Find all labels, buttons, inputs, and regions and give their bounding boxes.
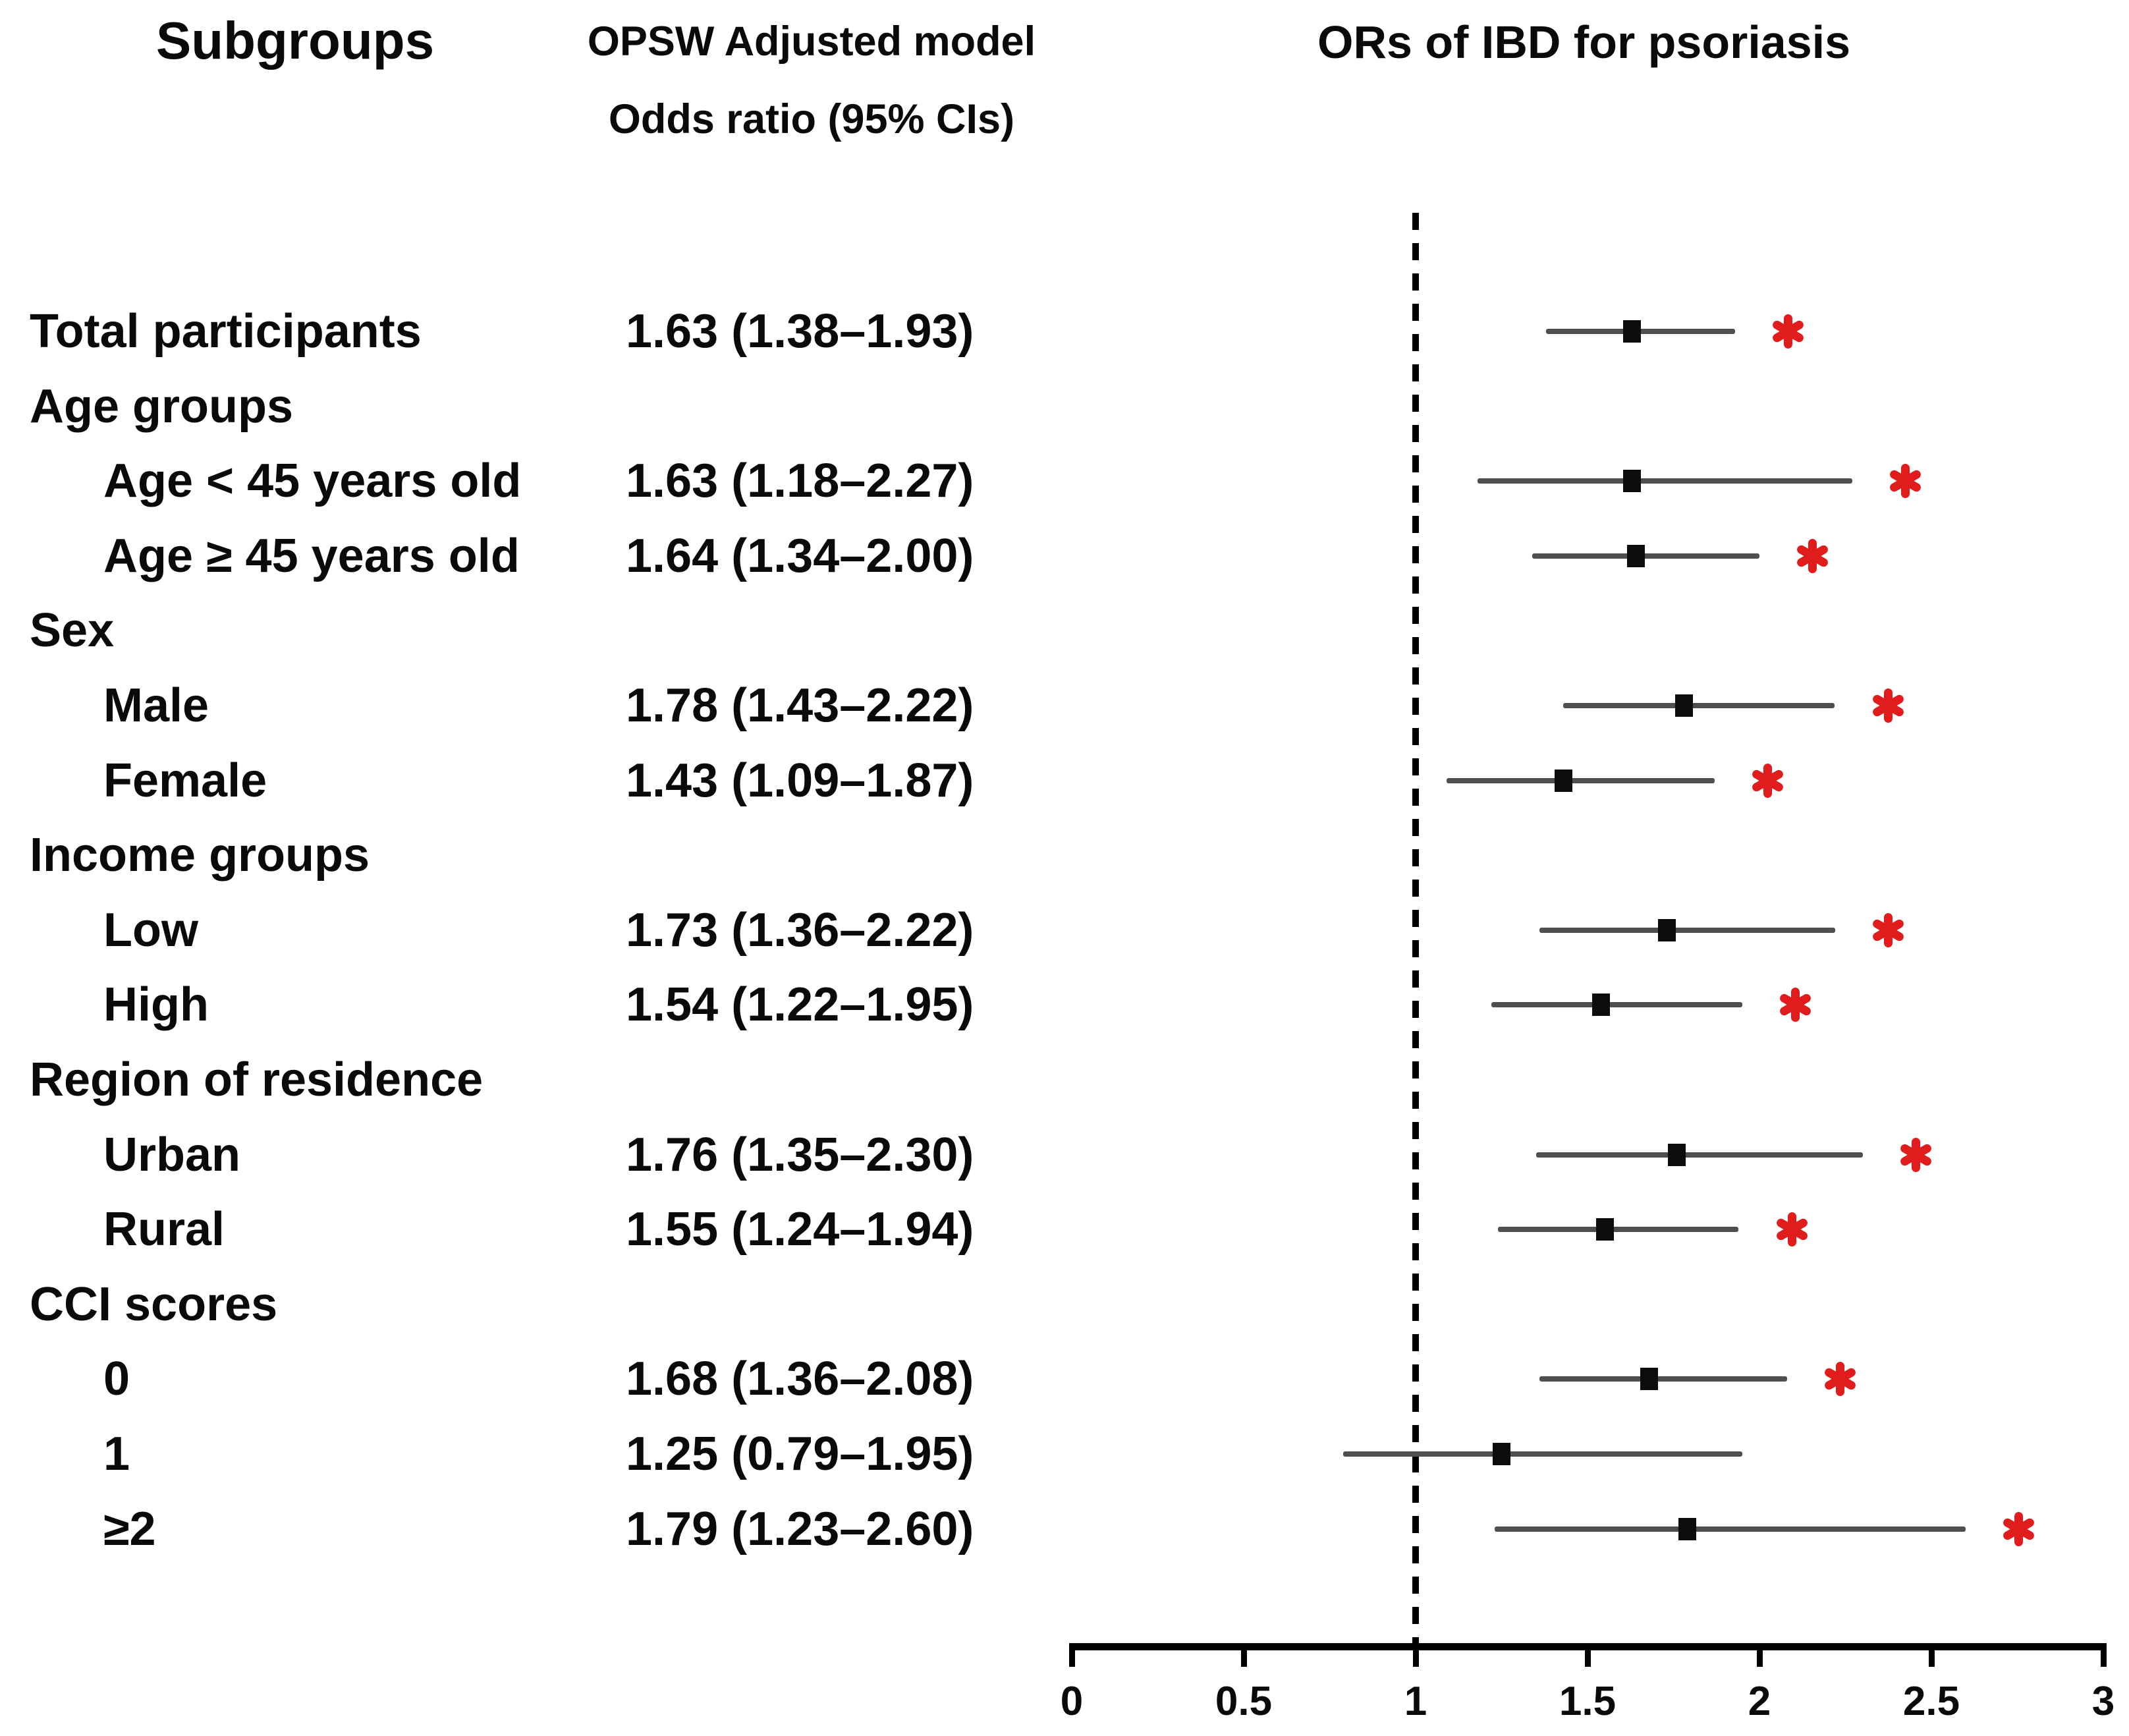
row-or-ci-text: 1.63 (1.18–2.27): [626, 455, 974, 507]
row-label: Rural: [103, 1203, 225, 1256]
ci-line: [1532, 553, 1759, 559]
axis-tick-label: 1.5: [1559, 1679, 1617, 1724]
or-point-marker: [1675, 694, 1693, 717]
column-header-model-line2: Odds ratio (95% CIs): [608, 96, 1015, 142]
ci-line: [1491, 1002, 1742, 1007]
row-or-ci-text: 1.63 (1.38–1.93): [626, 305, 974, 358]
significance-asterisk-icon: [1886, 1125, 1945, 1185]
significance-asterisk-icon: [1989, 1499, 2048, 1559]
ci-line: [1498, 1227, 1738, 1232]
subgroup-header-label: Age groups: [30, 380, 294, 433]
or-point-marker: [1493, 1443, 1510, 1465]
row-or-ci-text: 1.64 (1.34–2.00): [626, 530, 974, 582]
significance-asterisk-icon: [1738, 751, 1797, 810]
subgroup-header-label: Region of residence: [30, 1053, 484, 1106]
row-label: Female: [103, 754, 267, 807]
ci-line: [1495, 1526, 1966, 1532]
significance-asterisk-icon: [1762, 1200, 1821, 1259]
axis-tick-label: 0.5: [1215, 1679, 1273, 1724]
or-point-marker: [1678, 1518, 1696, 1540]
row-or-ci-text: 1.79 (1.23–2.60): [626, 1503, 974, 1555]
or-point-marker: [1596, 1218, 1614, 1241]
row-label: Urban: [103, 1129, 241, 1181]
or-point-marker: [1623, 470, 1641, 492]
row-or-ci-text: 1.78 (1.43–2.22): [626, 679, 974, 732]
axis-tick-label: 2.5: [1902, 1679, 1960, 1724]
subgroup-header-label: CCI scores: [30, 1278, 278, 1331]
ci-line: [1447, 778, 1715, 783]
or-point-marker: [1640, 1368, 1658, 1390]
row-or-ci-text: 1.76 (1.35–2.30): [626, 1129, 974, 1181]
row-or-ci-text: 1.68 (1.36–2.08): [626, 1353, 974, 1405]
significance-asterisk-icon: [1765, 975, 1825, 1034]
ci-line: [1343, 1451, 1742, 1457]
axis-tick-label: 1: [1404, 1679, 1427, 1724]
ci-line: [1563, 703, 1835, 708]
significance-asterisk-icon: [1858, 901, 1918, 960]
axis-tick: [1757, 1643, 1763, 1667]
or-point-marker: [1623, 320, 1641, 343]
ci-line: [1539, 928, 1835, 933]
axis-tick: [1929, 1643, 1935, 1667]
ci-line: [1478, 478, 1852, 484]
axis-tick-label: 2: [1748, 1679, 1771, 1724]
row-or-ci-text: 1.54 (1.22–1.95): [626, 978, 974, 1031]
row-label: Age ≥ 45 years old: [103, 530, 520, 582]
column-header-model-line1: OPSW Adjusted model: [587, 18, 1036, 65]
plot-title: ORs of IBD for psoriasis: [1317, 16, 1851, 68]
row-label: 1: [103, 1428, 130, 1480]
axis-tick: [1069, 1643, 1075, 1667]
or-point-marker: [1668, 1144, 1686, 1166]
row-label: Male: [103, 679, 209, 732]
ci-line: [1539, 1376, 1787, 1382]
reference-line-or-1: [1412, 213, 1419, 1644]
row-label: ≥2: [103, 1503, 156, 1555]
ci-line: [1536, 1152, 1863, 1158]
significance-asterisk-icon: [1810, 1349, 1869, 1409]
row-label: Low: [103, 904, 198, 957]
column-header-subgroups: Subgroups: [155, 11, 435, 70]
axis-tick-label: 3: [2091, 1679, 2115, 1724]
significance-asterisk-icon: [1858, 676, 1918, 735]
or-point-marker: [1627, 545, 1645, 567]
row-label: Age < 45 years old: [103, 455, 522, 507]
or-point-marker: [1592, 994, 1610, 1016]
row-or-ci-text: 1.73 (1.36–2.22): [626, 904, 974, 957]
row-label: Total participants: [30, 305, 422, 358]
significance-asterisk-icon: [1783, 526, 1842, 586]
row-label: 0: [103, 1353, 130, 1405]
significance-asterisk-icon: [1758, 302, 1817, 361]
axis-tick: [1413, 1643, 1419, 1667]
axis-tick: [1585, 1643, 1591, 1667]
axis-tick-label: 0: [1060, 1679, 1084, 1724]
row-or-ci-text: 1.43 (1.09–1.87): [626, 754, 974, 807]
row-label: High: [103, 978, 209, 1031]
row-or-ci-text: 1.25 (0.79–1.95): [626, 1428, 974, 1480]
subgroup-header-label: Income groups: [30, 829, 370, 882]
or-point-marker: [1658, 919, 1676, 941]
axis-tick: [2101, 1643, 2107, 1667]
axis-tick: [1241, 1643, 1247, 1667]
or-point-marker: [1555, 770, 1572, 792]
significance-asterisk-icon: [1875, 451, 1935, 511]
row-or-ci-text: 1.55 (1.24–1.94): [626, 1203, 974, 1256]
subgroup-header-label: Sex: [30, 604, 115, 657]
